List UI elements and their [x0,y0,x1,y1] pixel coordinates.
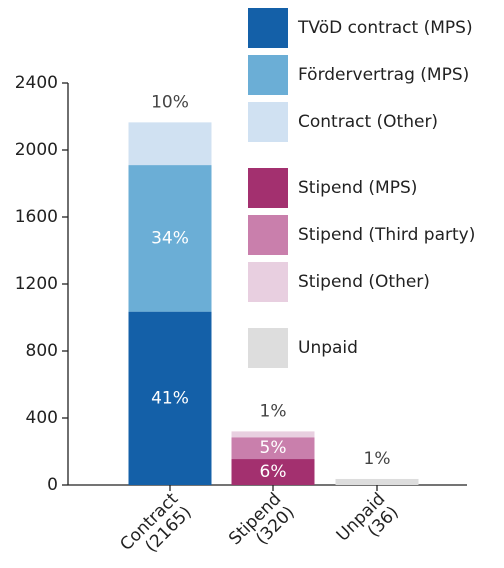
legend-swatch [248,8,288,48]
value-label: 6% [260,462,287,482]
x-tick-label-group: Contract(2165) [116,489,195,557]
bar-segment [128,122,212,166]
y-tick-label: 0 [47,475,58,495]
y-tick-label: 400 [26,408,58,428]
x-tick-label-group: Unpaid(36) [333,489,403,546]
value-label: 34% [151,228,189,248]
legend-swatch [248,102,288,142]
y-tick-label: 2000 [15,140,58,160]
y-tick-label: 800 [26,341,58,361]
legend-label: Stipend (Other) [298,272,430,292]
value-label: 10% [151,92,189,112]
value-label: 41% [151,388,189,408]
y-tick-label: 1200 [15,274,58,294]
bar-segment [128,165,212,312]
y-tick-label: 2400 [15,73,58,93]
x-tick-label-group: Stipend(320) [225,489,299,549]
bar-segment [335,478,419,485]
value-label: 1% [364,449,391,469]
bar-segment [231,431,315,438]
bar-segment [231,459,315,485]
value-label: 1% [260,401,287,421]
legend-swatch [248,328,288,368]
bar-segment [128,311,212,485]
legend-swatch [248,262,288,302]
legend-label: TVöD contract (MPS) [297,18,473,38]
legend-label: Unpaid [298,338,358,358]
legend-label: Stipend (MPS) [298,178,417,198]
legend-swatch [248,55,288,95]
legend-swatch [248,168,288,208]
value-label: 5% [260,438,287,458]
legend-label: Contract (Other) [298,112,438,132]
legend-label: Stipend (Third party) [298,225,475,245]
legend-label: Fördervertrag (MPS) [298,65,469,85]
bar-segment [231,437,315,460]
legend-swatch [248,215,288,255]
y-tick-label: 1600 [15,207,58,227]
